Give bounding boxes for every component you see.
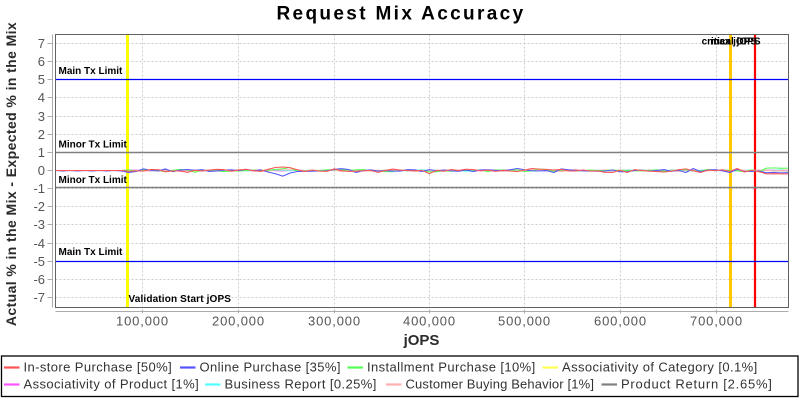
svg-text:600,000: 600,000 xyxy=(594,314,647,329)
svg-text:Business Report [0.25%]: Business Report [0.25%] xyxy=(225,377,377,392)
svg-text:Minor Tx Limit: Minor Tx Limit xyxy=(59,175,128,186)
svg-text:max jOPS: max jOPS xyxy=(710,37,757,48)
svg-text:Validation Start jOPS: Validation Start jOPS xyxy=(129,294,232,305)
svg-text:critical jOPS: critical jOPS xyxy=(702,37,761,48)
svg-text:Associativity of Category [0.1: Associativity of Category [0.1%] xyxy=(562,360,758,375)
svg-text:-4: -4 xyxy=(33,236,45,251)
svg-text:-2: -2 xyxy=(33,199,45,214)
svg-text:400,000: 400,000 xyxy=(403,314,456,329)
svg-text:Associativity of Product [1%]: Associativity of Product [1%] xyxy=(24,377,200,392)
svg-text:-3: -3 xyxy=(33,217,45,232)
svg-text:In-store Purchase [50%]: In-store Purchase [50%] xyxy=(24,360,173,375)
svg-text:-7: -7 xyxy=(33,290,45,305)
svg-text:Main Tx Limit: Main Tx Limit xyxy=(59,66,124,77)
svg-text:-6: -6 xyxy=(33,272,45,287)
svg-text:Actual % in the Mix - Expected: Actual % in the Mix - Expected % in the … xyxy=(3,22,19,326)
svg-text:300,000: 300,000 xyxy=(308,314,361,329)
svg-text:Product Return [2.65%]: Product Return [2.65%] xyxy=(621,377,773,392)
svg-text:700,000: 700,000 xyxy=(690,314,743,329)
svg-text:Main Tx Limit: Main Tx Limit xyxy=(59,247,124,258)
svg-text:Installment Purchase [10%]: Installment Purchase [10%] xyxy=(367,360,536,375)
svg-text:500,000: 500,000 xyxy=(498,314,551,329)
svg-text:Request Mix Accuracy: Request Mix Accuracy xyxy=(276,4,525,25)
svg-text:Customer Buying Behavior [1%]: Customer Buying Behavior [1%] xyxy=(406,377,595,392)
svg-text:Minor Tx Limit: Minor Tx Limit xyxy=(59,140,128,151)
svg-text:200,000: 200,000 xyxy=(212,314,265,329)
svg-text:0: 0 xyxy=(38,163,45,178)
svg-text:2: 2 xyxy=(38,127,45,142)
svg-text:5: 5 xyxy=(38,72,45,87)
svg-text:6: 6 xyxy=(38,54,45,69)
svg-text:100,000: 100,000 xyxy=(116,314,169,329)
svg-text:3: 3 xyxy=(38,109,45,124)
svg-text:jOPS: jOPS xyxy=(403,332,440,349)
svg-text:7: 7 xyxy=(38,36,45,51)
svg-text:Online Purchase [35%]: Online Purchase [35%] xyxy=(200,360,341,375)
svg-text:-5: -5 xyxy=(33,254,45,269)
svg-text:-1: -1 xyxy=(33,181,45,196)
svg-text:1: 1 xyxy=(38,145,45,160)
svg-text:4: 4 xyxy=(38,90,45,105)
